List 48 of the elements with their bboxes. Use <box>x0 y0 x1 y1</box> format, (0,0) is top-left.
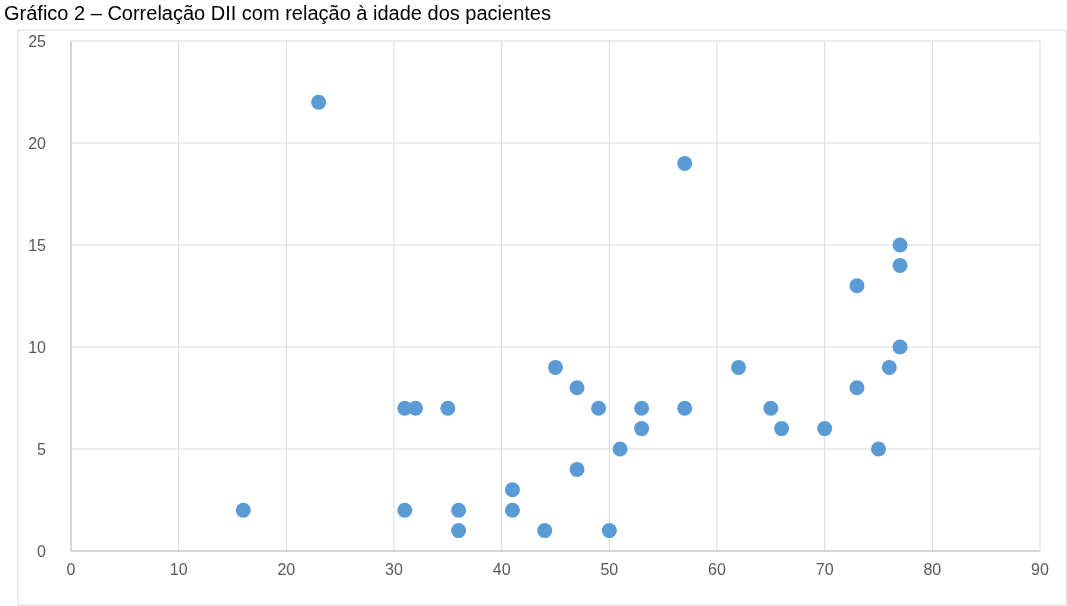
point <box>677 155 693 171</box>
y-tick-label: 5 <box>37 441 47 458</box>
x-tick-label: 70 <box>815 561 834 578</box>
y-tick-label: 10 <box>28 339 47 356</box>
point <box>548 359 563 375</box>
x-tick-label: 30 <box>385 561 403 578</box>
y-tick-label: 25 <box>28 33 47 50</box>
x-tick-label: 0 <box>66 561 76 578</box>
point <box>881 359 897 375</box>
point <box>634 400 650 416</box>
point <box>849 278 865 294</box>
x-tick-label: 90 <box>1031 561 1049 578</box>
point <box>504 502 520 518</box>
chart-title: Gráfico 2 – Correlação DII com relação à idade dos pacientes <box>4 2 551 24</box>
point <box>763 400 779 416</box>
point <box>612 441 628 457</box>
point <box>601 523 617 539</box>
x-tick-label: 80 <box>923 561 942 578</box>
point <box>537 523 553 539</box>
point <box>871 441 886 457</box>
x-tick-label: 10 <box>169 561 188 578</box>
point <box>408 400 424 416</box>
point <box>731 359 747 375</box>
point <box>235 502 251 518</box>
point <box>634 421 650 437</box>
point <box>892 237 908 253</box>
point <box>774 421 790 437</box>
x-tick-label: 50 <box>600 561 619 578</box>
y-tick-label: 20 <box>28 135 47 152</box>
point <box>311 94 327 110</box>
point <box>451 523 467 539</box>
y-tick-label: 15 <box>28 237 47 254</box>
y-tick-label: 0 <box>37 543 47 560</box>
point <box>569 380 585 396</box>
point <box>440 400 456 416</box>
point <box>591 400 607 416</box>
x-tick-label: 20 <box>277 561 296 578</box>
point <box>892 339 908 355</box>
point <box>892 257 908 273</box>
point <box>677 400 693 416</box>
point <box>849 380 865 396</box>
point <box>817 421 833 437</box>
x-tick-label: 40 <box>492 561 511 578</box>
point <box>397 502 413 518</box>
point <box>451 502 467 518</box>
point <box>569 461 585 477</box>
point <box>504 482 520 498</box>
x-tick-label: 60 <box>708 561 726 578</box>
